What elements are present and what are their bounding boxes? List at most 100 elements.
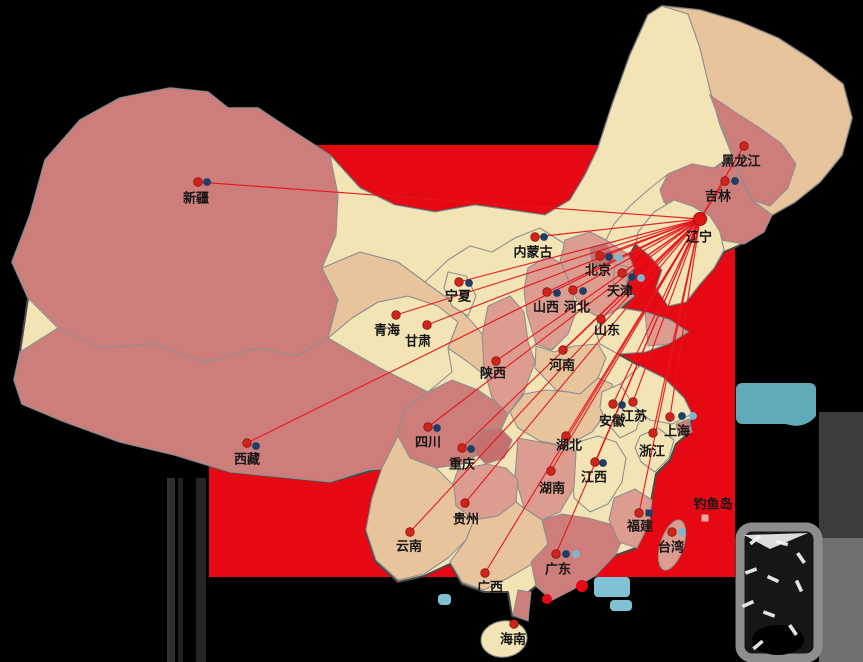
province-dot-sichuan <box>433 424 441 432</box>
province-dot-xinjiang <box>193 177 203 187</box>
province-label-gansu: 甘肃 <box>405 334 431 350</box>
inset-dash-mark <box>788 624 798 636</box>
flight-line-neimenggu <box>534 218 701 238</box>
flight-line-jiangsu <box>632 218 701 403</box>
inset-dash-mark <box>749 534 761 546</box>
province-dot-heilongjiang <box>739 141 749 151</box>
province-dot-sichuan <box>423 422 433 432</box>
province-dot-neimenggu <box>530 232 540 242</box>
flight-line-gansu <box>426 218 701 326</box>
background-streak <box>178 478 183 662</box>
flight-line-guangxi <box>484 218 701 574</box>
flight-line-guangdong <box>555 218 701 555</box>
province-dot-hunan <box>546 466 556 476</box>
province-dot-yunnan <box>405 527 415 537</box>
province-label-jiangsu: 江苏 <box>621 409 647 425</box>
province-dot-shaanxi <box>491 356 501 366</box>
province-shape-xinjiang[interactable] <box>11 87 339 363</box>
province-dot-xinjiang <box>203 178 211 186</box>
province-dot-hainan <box>509 619 519 629</box>
province-dot-fujian <box>634 508 644 518</box>
inset-dash-mark <box>775 539 789 547</box>
province-shape-yunnan[interactable] <box>365 435 475 581</box>
province-dot-gansu <box>422 320 432 330</box>
inset-dash-mark <box>766 574 780 584</box>
flight-line-xinjiang <box>197 181 701 220</box>
province-dot-guangdong <box>572 550 580 558</box>
province-dot-shanghai <box>689 412 697 420</box>
province-shape-shanxi[interactable] <box>523 255 577 351</box>
province-dot-shandong <box>596 314 606 324</box>
province-label-hunan: 湖南 <box>539 481 565 497</box>
province-label-fujian: 福建 <box>626 519 653 535</box>
province-label-chongqing: 重庆 <box>449 457 475 473</box>
province-dot-guangdong <box>551 549 561 559</box>
flight-line-shaanxi <box>495 218 701 362</box>
province-label-yunnan: 云南 <box>396 539 422 555</box>
flight-line-beijing <box>599 218 701 257</box>
inset-box-frame <box>735 522 823 662</box>
province-dot-henan <box>558 345 568 355</box>
province-label-jilin: 吉林 <box>705 189 731 205</box>
flight-line-shanghai <box>669 218 701 418</box>
province-label-xinjiang: 新疆 <box>183 191 209 207</box>
province-dot-shanxi <box>542 287 552 297</box>
province-label-guangdong: 广东 <box>545 562 571 578</box>
province-dot-hebei <box>568 285 578 295</box>
sea-island-patch <box>438 594 451 605</box>
flight-line-hunan <box>550 218 701 472</box>
province-dot-ningxia <box>465 279 473 287</box>
province-label-ningxia: 宁夏 <box>445 289 472 305</box>
province-label-henan: 河南 <box>549 358 575 374</box>
flight-line-chongqing <box>461 218 701 449</box>
background-streak <box>196 478 206 662</box>
province-shape-patch-heilongjiang <box>708 93 797 207</box>
province-shape-zhejiang[interactable] <box>634 427 675 473</box>
province-label-qinghai: 青海 <box>374 323 400 339</box>
province-dot-jiangsu <box>628 397 638 407</box>
province-dot-jilin <box>720 176 730 186</box>
hub-dot-liaoning <box>693 212 707 226</box>
province-label-taiwan: 台湾 <box>658 540 684 556</box>
province-label-anhui: 安徽 <box>599 414 626 430</box>
flight-line-guizhou <box>464 218 701 504</box>
gray-column-dark <box>819 412 863 538</box>
province-dot-beijing <box>615 254 623 262</box>
province-shape-patch-guangdong <box>512 589 532 622</box>
province-label-tianjin: 天津 <box>607 284 633 300</box>
province-shape-heilongjiang[interactable] <box>661 5 853 216</box>
province-dot-beijing <box>595 251 605 261</box>
province-dot-anhui <box>608 399 618 409</box>
province-dot-guangxi <box>480 568 490 578</box>
province-dot-jilin <box>731 177 739 185</box>
province-dot-taiwan <box>678 528 686 536</box>
province-shape-shanghai[interactable] <box>675 418 693 437</box>
province-dot-neimenggu <box>540 233 548 241</box>
province-dot-jiangxi <box>599 459 607 467</box>
background-streak <box>167 478 175 662</box>
province-dot-taiwan <box>667 527 677 537</box>
province-label-sichuan: 四川 <box>415 436 441 451</box>
province-label-hainan: 海南 <box>500 632 526 648</box>
province-dot-zhejiang <box>648 428 658 438</box>
province-dot-beijing <box>605 253 613 261</box>
flight-line-anhui <box>612 218 701 405</box>
flight-line-qinghai <box>395 218 701 316</box>
province-dot-xizang <box>242 438 252 448</box>
coastal-red-marker <box>542 594 552 604</box>
province-label-diaoyudao: 钓鱼岛 <box>693 497 732 513</box>
province-dot-chongqing <box>457 443 467 453</box>
inset-dash-mark <box>794 579 804 593</box>
province-label-guizhou: 贵州 <box>453 512 479 528</box>
province-label-guangxi: 广西 <box>477 580 503 596</box>
province-dot-guangdong <box>562 550 570 558</box>
province-label-liaoning: 辽宁 <box>686 230 712 246</box>
province-label-heilongjiang: 黑龙江 <box>721 154 760 170</box>
flight-line-ningxia <box>458 218 701 283</box>
province-shape-shaanxi[interactable] <box>481 295 536 415</box>
coastal-red-marker <box>576 580 588 592</box>
province-shape-hainan[interactable] <box>479 618 530 660</box>
province-dot-shanghai <box>665 412 675 422</box>
gray-column-light <box>819 538 863 662</box>
flight-line-fujian <box>638 218 701 514</box>
